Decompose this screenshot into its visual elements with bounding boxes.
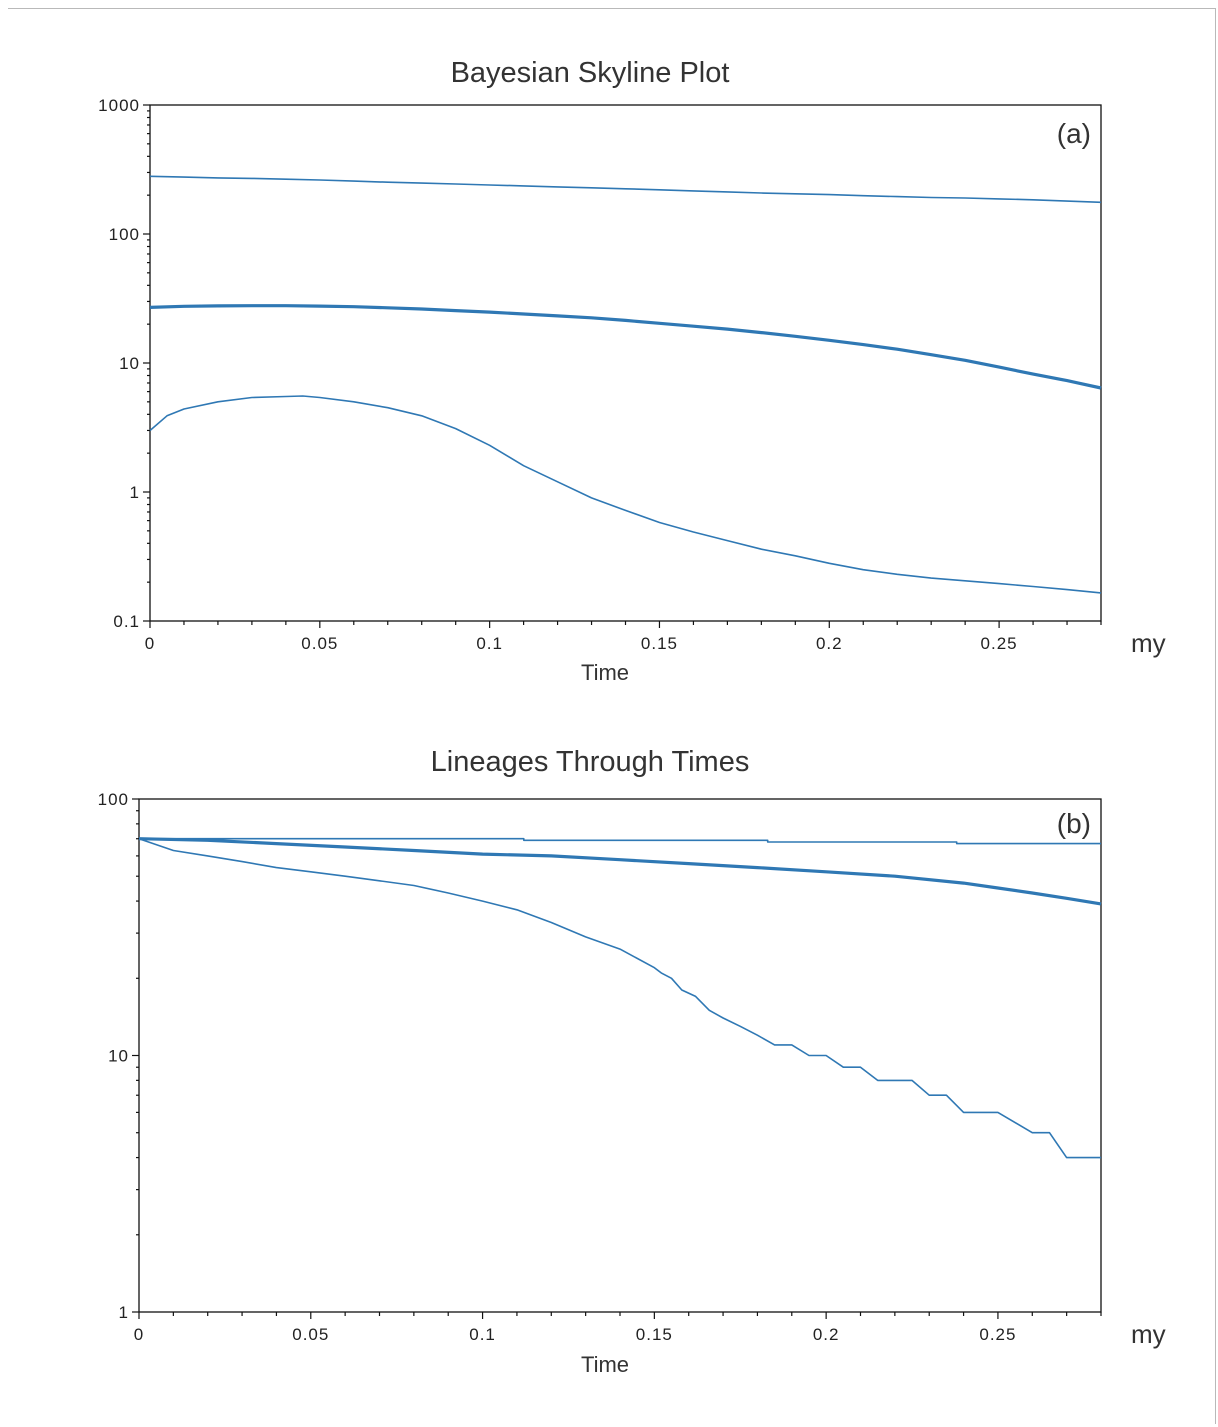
chart-a: Bayesian Skyline Plot (a) 0.11101001000 … — [98, 57, 1166, 685]
chart-a-x-tick-label: 0.05 — [301, 634, 338, 653]
chart-a-y-tick-label: 0.1 — [113, 612, 140, 631]
figure-frame — [8, 8, 1216, 1424]
chart-a-x-tick-label: 0.15 — [641, 634, 678, 653]
chart-b-x-axis-label: Time — [581, 1352, 629, 1377]
chart-b-x-unit: my — [1131, 1319, 1166, 1349]
chart-b-x-tick-label: 0 — [134, 1325, 144, 1344]
chart-b-median-line — [138, 837, 1102, 906]
chart-b-title: Lineages Through Times — [431, 746, 750, 778]
chart-b-x-tick-label: 0.1 — [469, 1325, 496, 1344]
chart-b-y-tick-label: 1 — [119, 1303, 129, 1322]
chart-a-x-axis-label: Time — [581, 660, 629, 685]
chart-a-x-unit: my — [1131, 628, 1166, 658]
chart-b-plot-area — [138, 798, 1102, 1313]
chart-a-title: Bayesian Skyline Plot — [451, 57, 730, 89]
chart-a-upper-line — [149, 175, 1102, 204]
chart-b-y-tick-label: 100 — [98, 790, 129, 809]
chart-a-y-tick-label: 100 — [109, 225, 140, 244]
chart-a-y-tick-label: 1 — [130, 483, 140, 502]
chart-a-x-tick-label: 0 — [145, 634, 155, 653]
chart-b-y-tick-label: 10 — [108, 1047, 129, 1066]
chart-a-y-tick-label: 1000 — [98, 96, 140, 115]
chart-a-median-line — [149, 304, 1102, 390]
chart-a-x-tick-label: 0.1 — [476, 634, 503, 653]
chart-a-lower-line — [149, 395, 1102, 594]
chart-b-x-tick-label: 0.15 — [636, 1325, 673, 1344]
chart-a-y-tick-label: 10 — [119, 354, 140, 373]
chart-b-x-tick-label: 0.25 — [979, 1325, 1016, 1344]
chart-a-panel-label: (a) — [1057, 118, 1091, 149]
chart-a-x-tick-label: 0.2 — [816, 634, 843, 653]
chart-b-panel-label: (b) — [1057, 808, 1091, 839]
chart-b-upper-line — [139, 837, 1101, 845]
chart-b-x-tick-label: 0.2 — [813, 1325, 840, 1344]
chart-b-lower-line — [138, 837, 1101, 1159]
chart-a-plot-area — [149, 104, 1102, 622]
chart-b-x-tick-label: 0.05 — [292, 1325, 329, 1344]
chart-a-x-tick-label: 0.25 — [981, 634, 1018, 653]
chart-b: Lineages Through Times (b) 1 10 100 0 0.05 0… — [98, 746, 1166, 1377]
